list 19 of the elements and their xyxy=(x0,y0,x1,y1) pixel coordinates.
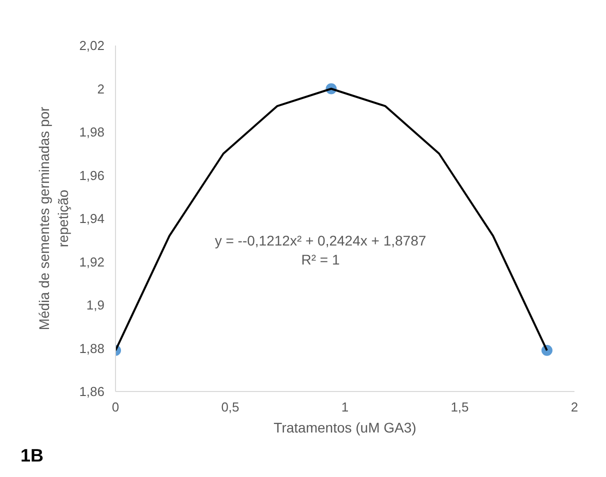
y-tick-label: 1,9 xyxy=(86,298,105,312)
x-axis-title: Tratamentos (uM GA3) xyxy=(274,420,416,436)
text: 1B xyxy=(20,446,44,466)
y-tick-label: 1,98 xyxy=(79,124,105,140)
y-tick-label: 2,02 xyxy=(79,38,105,53)
y-tick-label: 1,96 xyxy=(79,168,105,183)
y-tick-label: 1,92 xyxy=(79,254,105,270)
y-tick-label: 2 xyxy=(97,81,105,96)
x-tick-label: 2 xyxy=(570,400,578,414)
x-tick-label: 0,5 xyxy=(221,400,240,414)
y-tick-label: 1,88 xyxy=(79,340,105,356)
annotation: R² = 1 xyxy=(301,252,340,268)
x-tick-label: 1,5 xyxy=(450,400,469,414)
annotation: y = --0,1212x² + 0,2424x + 1,8787 xyxy=(214,232,426,248)
y-tick-label: 1,94 xyxy=(79,211,105,226)
x-tick-label: 0 xyxy=(112,400,120,414)
y-axis-title: Média de sementes germinadas por repetição xyxy=(36,106,72,330)
x-tick-label: 1 xyxy=(341,400,349,414)
y-tick-label: 1,86 xyxy=(79,384,105,399)
